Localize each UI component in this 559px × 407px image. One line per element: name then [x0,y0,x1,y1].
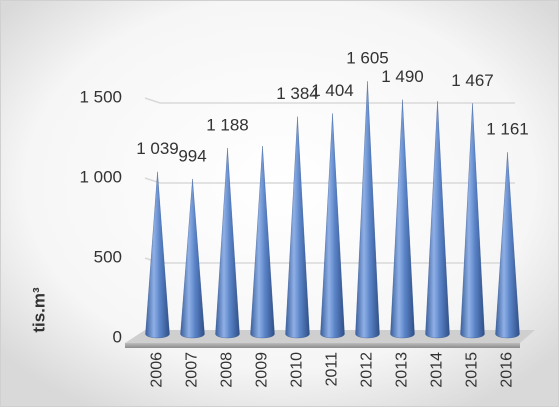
cone [215,147,240,339]
cone [320,113,345,339]
value-label: 994 [178,146,206,165]
cone [495,152,520,339]
value-label: 1 039 [136,139,179,158]
x-tick-label: 2013 [394,352,411,388]
cone [145,171,170,339]
x-tick-label: 2007 [184,352,201,388]
x-tick-label: 2009 [254,352,271,388]
value-label: 1 605 [346,49,389,68]
value-label: 1 490 [381,67,424,86]
cone [425,101,450,339]
x-tick-label: 2012 [359,352,376,388]
x-tick-label: 2010 [289,352,306,388]
cone [285,116,310,339]
y-tick-label: 500 [94,247,122,266]
value-label: 1 161 [486,120,529,139]
y-tick-label: 1 500 [79,87,122,106]
cone [180,178,205,339]
cone [460,103,485,339]
floor-front [125,343,520,348]
x-tick-label: 2006 [149,352,166,388]
cone [250,145,275,339]
x-tick-label: 2011 [324,352,341,387]
y-axis-label: tis.m³ [29,287,48,333]
y-tick-label: 0 [113,327,122,346]
value-label: 1 404 [311,81,354,100]
grid-line [144,97,515,104]
value-label: 1 467 [451,71,494,90]
x-tick-label: 2016 [499,352,516,388]
grid-line [144,177,515,184]
x-tick-label: 2008 [219,352,236,388]
cone [390,99,415,339]
cone [355,81,380,339]
x-tick-label: 2015 [464,352,481,388]
y-tick-label: 1 000 [79,167,122,186]
value-label: 1 188 [206,115,249,134]
x-tick-label: 2014 [429,352,446,388]
value-label: 1 384 [276,84,319,103]
